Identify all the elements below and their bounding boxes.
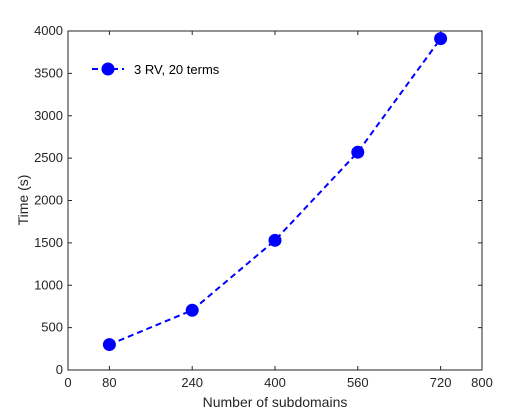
x-tick-label: 800 bbox=[471, 375, 493, 390]
y-tick-label: 3500 bbox=[34, 65, 63, 80]
data-point bbox=[434, 32, 448, 46]
y-tick-label: 2000 bbox=[34, 193, 63, 208]
x-tick-label: 560 bbox=[347, 375, 369, 390]
y-axis-label: Time (s) bbox=[15, 175, 31, 226]
plot-background bbox=[68, 31, 482, 370]
x-axis-label: Number of subdomains bbox=[203, 394, 348, 410]
ticks: 0 80 240 400 560 720 800 0 500 1000 1500 2000 2500 30… bbox=[34, 23, 493, 390]
legend-marker bbox=[101, 62, 115, 76]
x-tick-label: 80 bbox=[102, 375, 116, 390]
y-tick-label: 3000 bbox=[34, 108, 63, 123]
y-tick-label: 1500 bbox=[34, 235, 63, 250]
data-point bbox=[102, 338, 116, 352]
legend: 3 RV, 20 terms bbox=[86, 56, 226, 82]
legend-series-label: 3 RV, 20 terms bbox=[134, 62, 220, 77]
x-tick-label: 240 bbox=[181, 375, 203, 390]
y-tick-label: 500 bbox=[41, 320, 63, 335]
series-layer bbox=[102, 32, 448, 352]
data-point bbox=[351, 145, 365, 159]
x-tick-label: 0 bbox=[64, 375, 71, 390]
y-tick-label: 4000 bbox=[34, 23, 63, 38]
series-line bbox=[109, 38, 442, 346]
data-point bbox=[185, 303, 199, 317]
data-point bbox=[268, 233, 282, 247]
x-tick-label: 720 bbox=[430, 375, 452, 390]
x-tick-label: 400 bbox=[264, 375, 286, 390]
y-tick-label: 0 bbox=[56, 362, 63, 377]
y-tick-label: 1000 bbox=[34, 277, 63, 292]
y-tick-label: 2500 bbox=[34, 150, 63, 165]
